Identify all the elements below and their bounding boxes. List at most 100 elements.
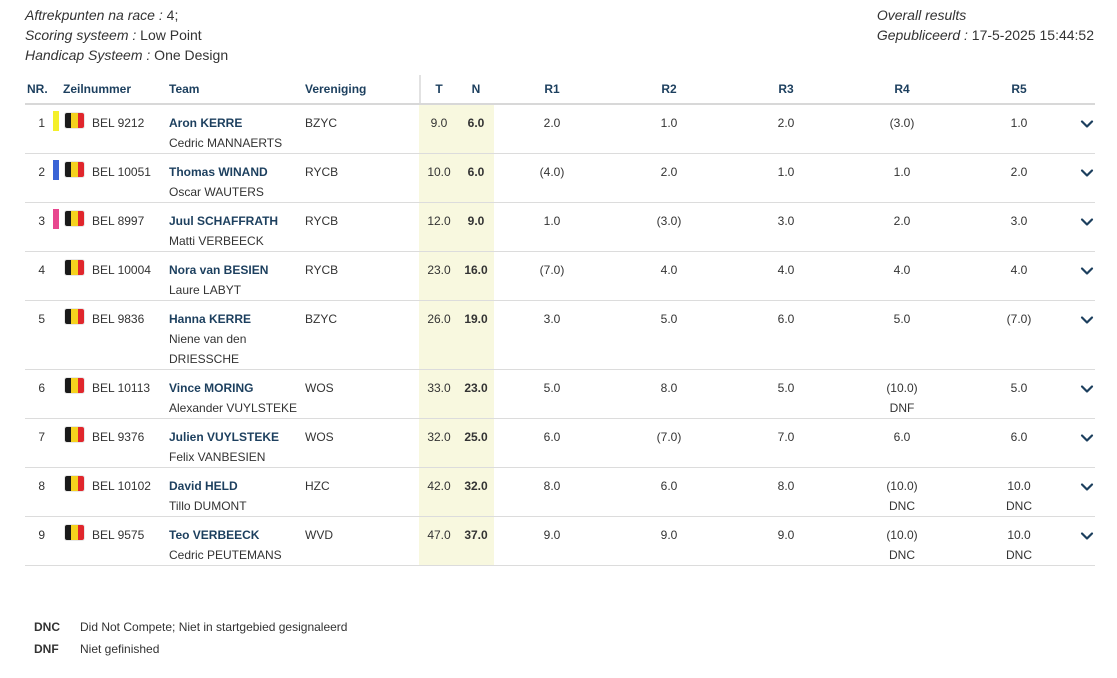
rank: 7 (38, 430, 45, 444)
race-3-score: 8.0 (746, 476, 826, 496)
header-net[interactable]: N (471, 82, 481, 96)
race-5-score: 3.0 (979, 211, 1059, 231)
scoring-label: Scoring systeem : (25, 27, 137, 43)
race-score-value: 4.0 (893, 263, 911, 277)
total-points: 33.0 (427, 381, 451, 395)
aftrekpunten-line: Aftrekpunten na race : 4; (25, 5, 228, 25)
header-r4[interactable]: R4 (894, 82, 910, 96)
header-nr[interactable]: NR. (27, 82, 48, 96)
chevron-down-icon[interactable] (1080, 117, 1094, 131)
race-4-score: 5.0 (862, 309, 942, 329)
overall-results-text: Overall results (876, 7, 967, 23)
race-1-score: 2.0 (512, 113, 592, 133)
race-2-score: 4.0 (629, 260, 709, 280)
chevron-down-icon[interactable] (1080, 480, 1094, 494)
race-score-value: (10.0) (886, 528, 918, 542)
table-row[interactable]: 8 BEL 10102 David HELD Tillo DUMONT HZC 42.0 3… (25, 468, 1095, 517)
crew-name: Matti VERBEECK (169, 234, 264, 248)
club: RYCB (305, 263, 339, 277)
ranking-marker (53, 160, 59, 180)
skipper-name[interactable]: Thomas WINAND (169, 165, 268, 179)
net-points: 6.0 (467, 116, 485, 130)
club: RYCB (305, 165, 339, 179)
belgium-flag-icon (65, 378, 84, 393)
race-score-value: (10.0) (886, 479, 918, 493)
skipper-name[interactable]: Juul SCHAFFRATH (169, 214, 279, 228)
race-score-value: 2.0 (893, 214, 911, 228)
header-club[interactable]: Vereniging (305, 82, 367, 96)
race-2-score: 8.0 (629, 378, 709, 398)
club: HZC (305, 479, 330, 493)
race-score-code: DNC (889, 548, 915, 562)
chevron-down-icon[interactable] (1080, 382, 1094, 396)
table-row[interactable]: 5 BEL 9836 Hanna KERRE Niene van den DRIESSC… (25, 301, 1095, 370)
skipper-name[interactable]: Teo VERBEECK (169, 528, 260, 542)
chevron-down-icon[interactable] (1080, 529, 1094, 543)
legend-text: Niet gefinished (80, 642, 160, 656)
race-1-score: 8.0 (512, 476, 592, 496)
race-4-score: (10.0) DNC (862, 525, 942, 565)
skipper-name[interactable]: Vince MORING (169, 381, 254, 395)
table-row[interactable]: 7 BEL 9376 Julien VUYLSTEKE Felix VANBESIEN… (25, 419, 1095, 468)
chevron-down-icon[interactable] (1080, 313, 1094, 327)
race-score-value: 6.0 (893, 430, 911, 444)
race-1-score: 9.0 (512, 525, 592, 545)
team-cell: Hanna KERRE Niene van den DRIESSCHE (169, 309, 251, 369)
race-1-score: 3.0 (512, 309, 592, 329)
race-score-value: 4.0 (660, 263, 678, 277)
chevron-down-icon[interactable] (1080, 215, 1094, 229)
total-points: 32.0 (427, 430, 451, 444)
published-value: 17-5-2025 15:44:52 (967, 27, 1094, 43)
chevron-down-icon[interactable] (1080, 431, 1094, 445)
total-points: 42.0 (427, 479, 451, 493)
belgium-flag-icon (65, 427, 84, 442)
club: WOS (305, 430, 334, 444)
club: RYCB (305, 214, 339, 228)
table-row[interactable]: 1 BEL 9212 Aron KERRE Cedric MANNAERTS BZYC 9… (25, 105, 1095, 154)
race-info: Aftrekpunten na race : 4; Scoring systee… (25, 5, 228, 65)
race-score-value: 2.0 (660, 165, 678, 179)
header-r1[interactable]: R1 (544, 82, 560, 96)
header-divider (25, 103, 1095, 105)
team-cell: Vince MORING Alexander VUYLSTEKE (169, 378, 297, 418)
table-row[interactable]: 2 BEL 10051 Thomas WINAND Oscar WAUTERS RYCB… (25, 154, 1095, 203)
chevron-down-icon[interactable] (1080, 264, 1094, 278)
race-3-score: 5.0 (746, 378, 826, 398)
race-5-score: 10.0 DNC (979, 476, 1059, 516)
table-row[interactable]: 4 BEL 10004 Nora van BESIEN Laure LABYT RYCB… (25, 252, 1095, 301)
published-label: Gepubliceerd : (876, 27, 968, 43)
race-5-score: 1.0 (979, 113, 1059, 133)
skipper-name[interactable]: Nora van BESIEN (169, 263, 269, 277)
header-sail-number[interactable]: Zeilnummer (63, 82, 132, 96)
race-score-value: (10.0) (886, 381, 918, 395)
club: WOS (305, 381, 334, 395)
header-r2[interactable]: R2 (661, 82, 677, 96)
table-row[interactable]: 3 BEL 8997 Juul SCHAFFRATH Matti VERBEECK RY… (25, 203, 1095, 252)
race-score-value: 4.0 (1010, 263, 1028, 277)
team-cell: Juul SCHAFFRATH Matti VERBEECK (169, 211, 278, 251)
race-5-score: 10.0 DNC (979, 525, 1059, 565)
crew-name: Laure LABYT (169, 283, 242, 297)
crew-name: Oscar WAUTERS (169, 185, 264, 199)
skipper-name[interactable]: David HELD (169, 479, 238, 493)
table-row[interactable]: 6 BEL 10113 Vince MORING Alexander VUYLSTEK… (25, 370, 1095, 419)
chevron-down-icon[interactable] (1080, 166, 1094, 180)
header-total[interactable]: T (435, 82, 443, 96)
header-team[interactable]: Team (169, 82, 200, 96)
race-score-value: 1.0 (893, 165, 911, 179)
race-2-score: (7.0) (629, 427, 709, 447)
race-score-code: DNC (889, 499, 915, 513)
race-score-value: 8.0 (660, 381, 678, 395)
scoring-line: Scoring systeem : Low Point (25, 25, 228, 45)
rank: 8 (38, 479, 45, 493)
team-cell: Julien VUYLSTEKE Felix VANBESIEN (169, 427, 279, 467)
net-points: 32.0 (464, 479, 488, 493)
handicap-line: Handicap Systeem : One Design (25, 45, 228, 65)
race-1-score: 5.0 (512, 378, 592, 398)
header-r3[interactable]: R3 (778, 82, 794, 96)
skipper-name[interactable]: Julien VUYLSTEKE (169, 430, 280, 444)
header-r5[interactable]: R5 (1011, 82, 1027, 96)
table-row[interactable]: 9 BEL 9575 Teo VERBEECK Cedric PEUTEMANS WVD… (25, 517, 1095, 566)
skipper-name[interactable]: Hanna KERRE (169, 312, 252, 326)
skipper-name[interactable]: Aron KERRE (169, 116, 243, 130)
